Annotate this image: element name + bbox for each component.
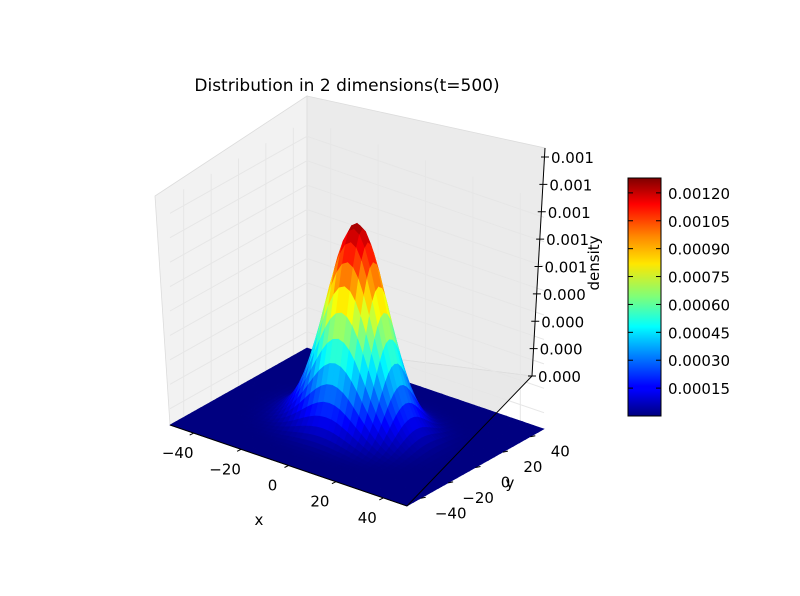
z-tick-label: 0.000 <box>541 313 584 331</box>
x-tick-label: 0 <box>268 477 278 495</box>
x-tick-labels: −40 −20 0 20 40 <box>162 432 384 527</box>
y-tick-mark <box>530 435 536 438</box>
pane-grid-line <box>169 209 545 292</box>
y-tick-mark <box>420 496 426 499</box>
colorbar-tick-label: 0.00015 <box>668 380 730 398</box>
colorbar: 0.00015 0.00030 0.00045 0.00060 0.00075 0.000… <box>627 177 730 417</box>
y-tick-label: 40 <box>551 443 570 461</box>
z-tick-label: 0.001 <box>548 204 591 222</box>
z-tick-label: 0.001 <box>549 176 592 194</box>
x-tick-label: 40 <box>358 509 377 527</box>
pane-grid-line <box>169 233 545 316</box>
y-tick-label: 20 <box>523 458 542 476</box>
colorbar-gradient <box>627 177 662 417</box>
y-tick-mark <box>475 466 481 468</box>
pane-grid-line <box>169 282 545 365</box>
x-tick-mark <box>236 448 242 452</box>
colorbar-tick-label: 0.00090 <box>668 241 730 259</box>
z-axis-line <box>531 147 546 377</box>
x-tick-label: −20 <box>209 460 241 478</box>
y-tick-mark <box>448 481 454 484</box>
x-tick-mark <box>331 481 337 485</box>
x-tick-mark <box>189 432 194 436</box>
z-tick-label: 0.000 <box>538 368 581 386</box>
z-tick-label: 0.001 <box>546 231 589 249</box>
y-axis-label: y <box>506 474 515 492</box>
pane-grid-line <box>169 257 545 340</box>
colorbar-tick-label: 0.00045 <box>668 324 730 342</box>
colorbar-tick-label: 0.00105 <box>668 213 730 231</box>
y-tick-label: 0 <box>501 474 511 492</box>
colorbar-tick-label: 0.00060 <box>668 296 730 314</box>
x-axis-label: x <box>255 511 264 529</box>
y-tick-label: −20 <box>462 489 494 507</box>
pane-grid-line <box>169 331 545 414</box>
x-tick-mark <box>284 465 289 468</box>
y-tick-labels: −40−20 0 20 40 <box>420 435 570 522</box>
x-tick-mark <box>379 497 384 501</box>
z-axis-label: density <box>585 235 603 290</box>
colorbar-tick-label: 0.00030 <box>668 352 730 370</box>
y-axis-line <box>406 375 533 507</box>
pane-grid-line <box>169 135 545 218</box>
colorbar-tick-labels: 0.00015 0.00030 0.00045 0.00060 0.00075 0.000… <box>628 185 730 398</box>
z-tick-label: 0.000 <box>543 286 586 304</box>
y-tick-label: −40 <box>435 504 467 522</box>
x-tick-label: 20 <box>310 493 329 511</box>
z-tick-label: 0.001 <box>545 259 588 277</box>
colorbar-tick-label: 0.00075 <box>668 269 730 287</box>
z-tick-labels: 0.000 0.000 0.000 0.000 0.001 0.001 0.001 0.001… <box>528 149 594 386</box>
y-tick-mark <box>502 450 508 453</box>
colorbar-tick-label: 0.00120 <box>668 185 730 203</box>
pane-grid-line <box>169 184 545 267</box>
pane-grid-line <box>169 160 545 243</box>
chart-title: Distribution in 2 dimensions(t=500) <box>194 76 499 96</box>
z-tick-label: 0.000 <box>540 341 583 359</box>
x-tick-label: −40 <box>162 444 194 462</box>
pane-grid-line <box>169 306 545 389</box>
surface-plot <box>169 222 545 507</box>
z-tick-label: 0.001 <box>551 149 594 167</box>
